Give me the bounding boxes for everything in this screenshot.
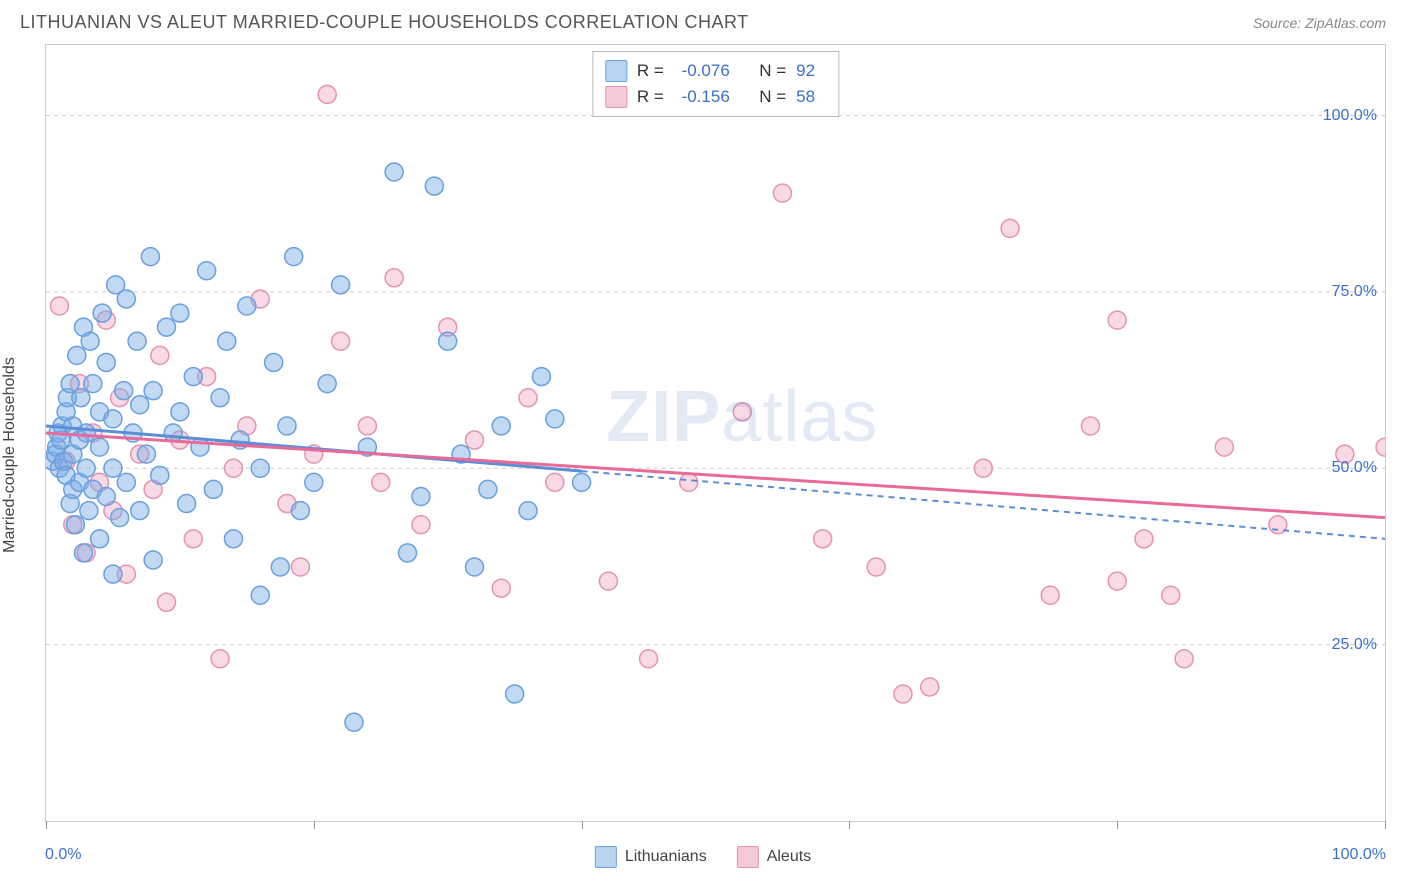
- stats-row-aleuts: R = -0.156 N = 58: [605, 84, 826, 110]
- legend-item-aleuts: Aleuts: [737, 846, 811, 868]
- chart-title: LITHUANIAN VS ALEUT MARRIED-COUPLE HOUSE…: [20, 12, 749, 33]
- scatter-plot-svg: [46, 45, 1385, 821]
- y-tick-label: 100.0%: [1323, 107, 1377, 125]
- x-tick: [1385, 821, 1386, 829]
- r-value-aleuts: -0.156: [674, 87, 730, 107]
- y-tick-label: 75.0%: [1332, 283, 1377, 301]
- y-tick-label: 25.0%: [1332, 636, 1377, 654]
- y-axis-label: Married-couple Households: [1, 357, 19, 553]
- x-tick: [582, 821, 583, 829]
- stats-row-lithuanians: R = -0.076 N = 92: [605, 58, 826, 84]
- x-min-label: 0.0%: [45, 846, 81, 864]
- chart-area: ZIPatlas R = -0.076 N = 92 R = -0.156 N …: [45, 44, 1386, 822]
- swatch-aleuts-icon: [737, 846, 759, 868]
- stats-legend-box: R = -0.076 N = 92 R = -0.156 N = 58: [592, 51, 839, 117]
- swatch-aleuts: [605, 86, 627, 108]
- bottom-legend: Lithuanians Aleuts: [595, 846, 811, 868]
- chart-source: Source: ZipAtlas.com: [1253, 15, 1386, 31]
- chart-header: LITHUANIAN VS ALEUT MARRIED-COUPLE HOUSE…: [0, 0, 1406, 41]
- swatch-lithuanians-icon: [595, 846, 617, 868]
- r-value-lithuanians: -0.076: [674, 61, 730, 81]
- n-value-lithuanians: 92: [796, 61, 826, 81]
- n-value-aleuts: 58: [796, 87, 826, 107]
- x-tick: [849, 821, 850, 829]
- x-tick: [314, 821, 315, 829]
- x-tick: [1117, 821, 1118, 829]
- x-max-label: 100.0%: [1332, 846, 1386, 864]
- legend-item-lithuanians: Lithuanians: [595, 846, 707, 868]
- y-tick-label: 50.0%: [1332, 459, 1377, 477]
- swatch-lithuanians: [605, 60, 627, 82]
- x-tick: [46, 821, 47, 829]
